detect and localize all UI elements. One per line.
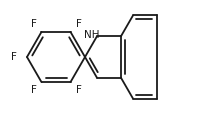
Text: F: F	[11, 52, 17, 62]
Text: F: F	[31, 85, 36, 95]
Text: F: F	[76, 19, 81, 29]
Text: NH: NH	[84, 30, 100, 40]
Text: F: F	[31, 19, 36, 29]
Text: F: F	[76, 85, 81, 95]
